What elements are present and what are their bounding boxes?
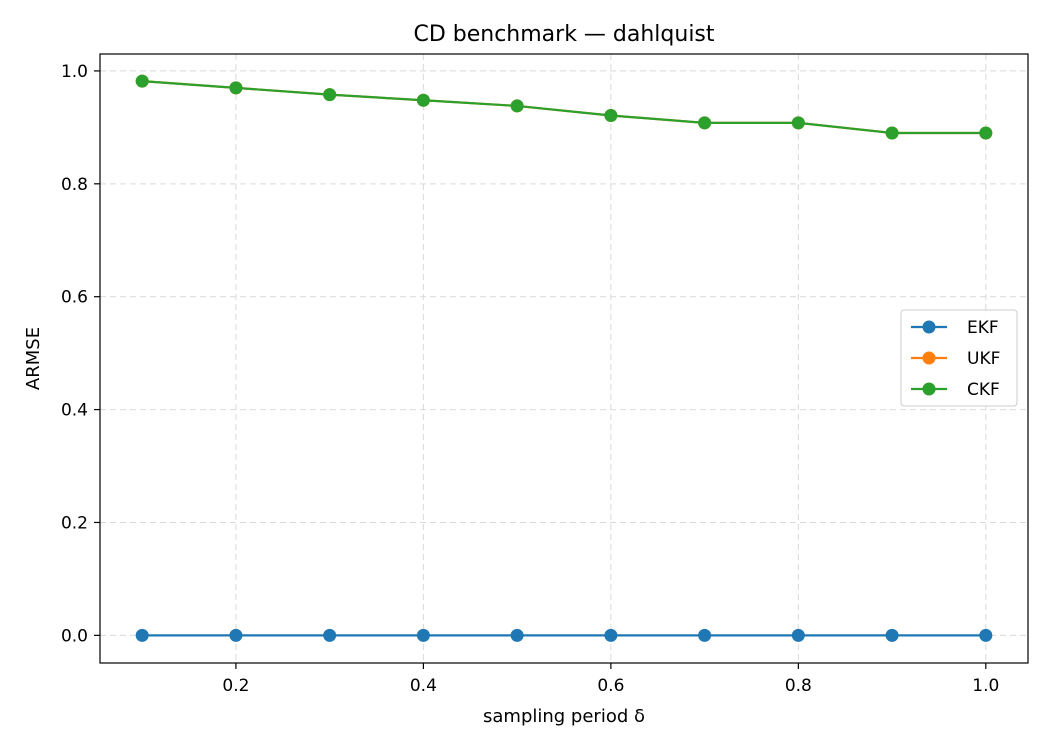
data-point-ckf [416,93,430,107]
x-axis-label: sampling period δ [483,706,645,727]
series-ekf [135,628,993,642]
series-line-ckf [142,79,986,135]
data-point-ekf [979,628,993,642]
data-point-ckf [135,74,149,88]
data-point-ekf [510,628,524,642]
y-tick-label: 1.0 [61,62,88,82]
axes-frame [99,53,1029,664]
x-tick-label: 0.8 [785,676,812,696]
data-point-ckf [229,81,243,95]
y-tick-label: 0.2 [61,513,88,533]
data-point-ekf [135,628,149,642]
legend-label: EKF [967,318,999,338]
legend-label: UKF [967,349,1000,369]
x-tick-label: 0.2 [222,676,249,696]
data-point-ckf [791,116,805,130]
data-point-ekf [323,628,337,642]
legend-label: CKF [967,380,1000,400]
legend-item-ekf: EKF [911,318,999,338]
x-tick-label: 1.0 [972,676,999,696]
x-tick-label: 0.4 [410,676,437,696]
data-point-ckf [323,88,337,102]
legend-swatch-marker [922,320,936,334]
data-point-ckf [604,109,618,123]
ticks: 0.2 0.4 0.6 0.8 1.0 0.0 0.2 0.4 0.6 0.8 1.0 [61,62,999,696]
legend-box [900,309,1018,407]
data-point-ckf [698,116,712,130]
chart-title: CD benchmark — dahlquist [413,22,714,47]
legend-swatch-marker [922,351,936,365]
y-tick-label: 0.4 [61,401,88,421]
y-tick-label: 0.8 [61,175,88,195]
legend-item-ckf: CKF [911,380,1000,400]
data-point-ekf [885,628,899,642]
series-ckf [135,74,993,140]
y-tick-label: 0.0 [61,626,88,646]
legend-swatch-marker [922,382,936,396]
data-point-ekf [416,628,430,642]
data-point-ekf [698,628,712,642]
x-tick-label: 0.6 [597,676,624,696]
data-point-ckf [885,126,899,140]
y-tick-label: 0.6 [61,288,88,308]
series-layer [135,74,993,642]
legend-item-ukf: UKF [911,349,1000,369]
data-point-ekf [229,628,243,642]
data-point-ekf [604,628,618,642]
legend: EKF UKF CKF [900,309,1018,407]
data-point-ekf [791,628,805,642]
data-point-ckf [979,126,993,140]
y-axis-label: ARMSE [23,327,44,390]
data-point-ckf [510,99,524,113]
